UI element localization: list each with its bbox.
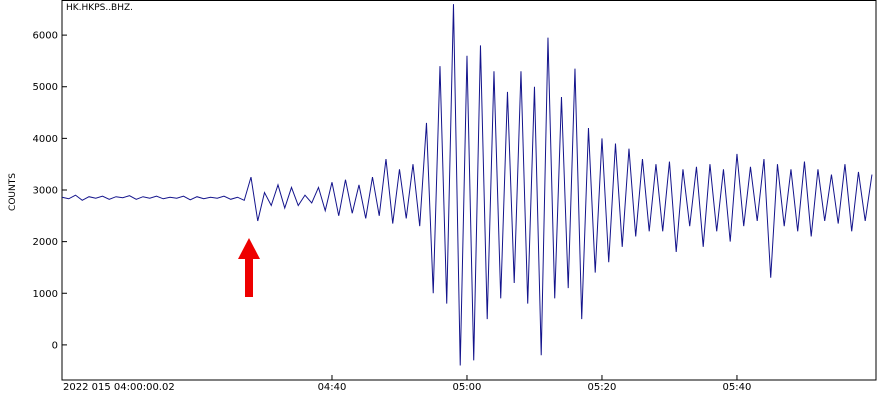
y-axis-label: COUNTS — [8, 173, 18, 211]
station-label: HK.HKPS..BHZ. — [66, 3, 133, 13]
arrow — [238, 238, 260, 297]
y-tick-label: 4000 — [33, 134, 58, 145]
x-tick-label: 04:40 — [318, 382, 347, 393]
x-tick-label: 05:40 — [723, 382, 752, 393]
plot-frame — [61, 0, 877, 381]
waveform — [61, 4, 873, 366]
y-tick-label: 3000 — [33, 186, 58, 197]
arrow-head — [238, 238, 260, 259]
y-tick-label: 6000 — [33, 31, 58, 42]
x-tick-label: 05:20 — [588, 382, 617, 393]
y-tick-label: 5000 — [33, 82, 58, 93]
x-tick-label: 05:00 — [453, 382, 482, 393]
arrow-shaft — [245, 258, 253, 297]
x-tick-label: 2022 015 04:00:00.02 — [63, 382, 175, 393]
y-tick-label: 0 — [52, 340, 58, 351]
y-tick-label: 2000 — [33, 237, 58, 248]
y-tick-label: 1000 — [33, 289, 58, 300]
